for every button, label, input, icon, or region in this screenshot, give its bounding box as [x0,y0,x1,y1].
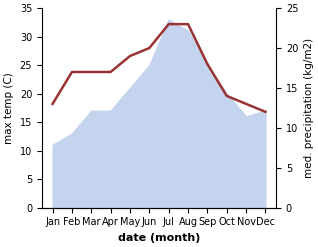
Y-axis label: max temp (C): max temp (C) [4,72,14,144]
X-axis label: date (month): date (month) [118,233,200,243]
Y-axis label: med. precipitation (kg/m2): med. precipitation (kg/m2) [304,38,314,178]
